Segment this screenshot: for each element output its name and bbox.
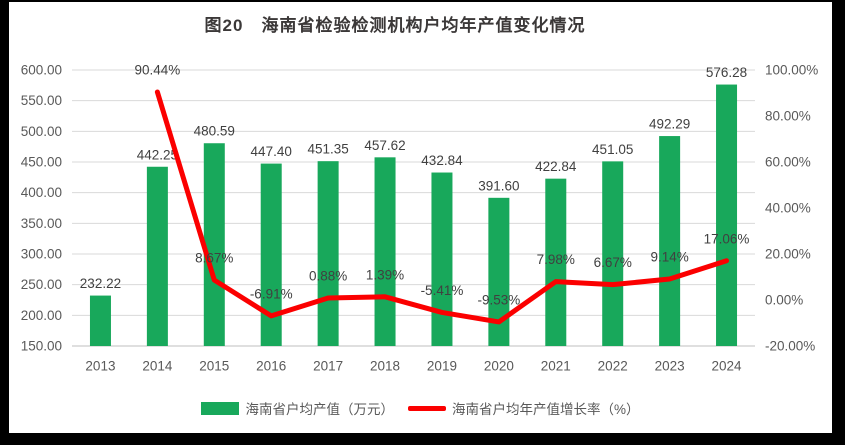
legend-line-series-label: 海南省户均年产值增长率（%） (451, 402, 640, 417)
x-axis-label-2023: 2023 (655, 359, 685, 374)
line-value-label-2023: 9.14% (650, 249, 688, 264)
bar-value-label-2013: 232.22 (80, 276, 121, 291)
bar-value-label-2014: 442.25 (137, 147, 178, 162)
bar-2022 (602, 161, 624, 346)
left-axis-tick-label: 150.00 (21, 339, 62, 354)
x-axis-label-2017: 2017 (313, 359, 343, 374)
right-axis-tick-label: 0.00% (765, 293, 803, 308)
x-axis-label-2020: 2020 (484, 359, 514, 374)
bar-2014 (146, 166, 168, 346)
left-axis-tick-label: 550.00 (21, 93, 62, 108)
right-axis-tick-label: 40.00% (765, 201, 811, 216)
line-value-label-2019: -5.41% (421, 283, 464, 298)
x-axis-label-2016: 2016 (256, 359, 286, 374)
chart-title: 图20 海南省检验检测机构户均年产值变化情况 (204, 16, 586, 35)
x-axis-label-2013: 2013 (85, 359, 115, 374)
bar-value-label-2016: 447.40 (251, 144, 292, 159)
bar-2016 (260, 163, 282, 346)
x-axis-label-2021: 2021 (541, 359, 571, 374)
bar-value-label-2019: 432.84 (421, 153, 463, 168)
bar-value-label-2024: 576.28 (706, 65, 747, 80)
line-value-label-2021: 7.98% (537, 252, 575, 267)
legend-bar-series-label: 海南省户均产值（万元） (245, 402, 394, 417)
left-axis-tick-label: 350.00 (21, 216, 62, 231)
chart-legend: 海南省户均产值（万元） 海南省户均年产值增长率（%） (9, 396, 832, 420)
right-axis-tick-label: 80.00% (765, 109, 811, 124)
left-axis-tick-label: 200.00 (21, 308, 62, 323)
line-value-label-2017: 0.88% (309, 268, 347, 283)
chart-plot-area: 600.00 550.00 500.00 450.00 400.00 350.00 300.… (21, 62, 819, 374)
line-value-label-2024: 17.06% (704, 231, 750, 246)
line-value-label-2016: -6.91% (250, 286, 293, 301)
legend-item-line-series: 海南省户均年产值增长率（%） (407, 398, 640, 418)
line-value-label-2020: -9.53% (477, 292, 520, 307)
right-axis-tick-label: 20.00% (765, 247, 811, 262)
bar-series-swatch-icon (201, 401, 240, 415)
left-axis-tick-label: 250.00 (21, 277, 62, 292)
bar-value-label-2015: 480.59 (194, 124, 235, 139)
x-axis-label-2015: 2015 (199, 359, 229, 374)
x-axis-label-2022: 2022 (598, 359, 628, 374)
bar-2017 (317, 161, 339, 346)
x-axis-label-2019: 2019 (427, 359, 457, 374)
left-axis-tick-label: 300.00 (21, 247, 62, 262)
line-series-swatch-icon (407, 405, 446, 411)
right-axis-tick-label: -20.00% (765, 339, 815, 354)
left-axis-tick-label: 450.00 (21, 155, 62, 170)
bar-value-label-2017: 451.35 (307, 142, 348, 157)
bar-2013 (89, 295, 111, 346)
bar-2020 (488, 197, 510, 346)
bar-2019 (431, 172, 453, 346)
left-axis-tick-label: 500.00 (21, 124, 62, 139)
right-axis-tick-label: 60.00% (765, 155, 811, 170)
left-axis-tick-label: 600.00 (21, 63, 62, 78)
bar-2024 (716, 84, 738, 346)
left-axis-tick-label: 400.00 (21, 185, 62, 200)
bar-2018 (374, 157, 396, 346)
line-value-label-2014: 90.44% (134, 62, 180, 77)
x-axis-label-2018: 2018 (370, 359, 400, 374)
bar-2023 (659, 136, 681, 346)
x-axis-label-2014: 2014 (142, 359, 173, 374)
line-value-label-2015: 8.67% (195, 251, 233, 266)
bar-value-label-2020: 391.60 (478, 178, 519, 193)
growth-rate-line (154, 89, 730, 325)
bar-2015 (203, 143, 225, 346)
right-axis-tick-label: 100.00% (765, 63, 818, 78)
line-value-label-2022: 6.67% (594, 255, 632, 270)
bar-2021 (545, 178, 567, 346)
bar-value-label-2023: 492.29 (649, 117, 690, 132)
bar-value-label-2021: 422.84 (535, 159, 577, 174)
bar-value-label-2018: 457.62 (364, 138, 405, 153)
line-value-label-2018: 1.39% (366, 267, 404, 282)
legend-item-bar-series: 海南省户均产值（万元） (201, 398, 394, 418)
x-axis-label-2024: 2024 (712, 359, 743, 374)
bar-value-label-2022: 451.05 (592, 142, 633, 157)
